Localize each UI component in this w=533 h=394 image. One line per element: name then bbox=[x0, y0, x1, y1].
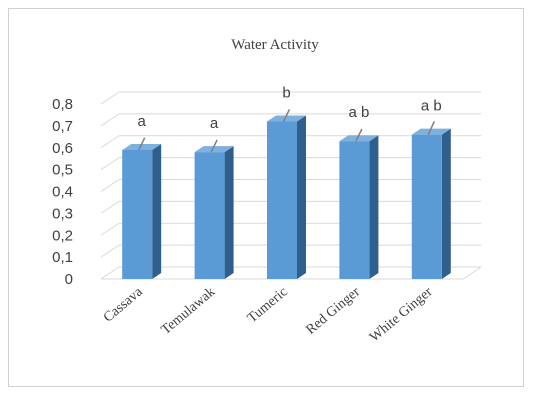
error-bar bbox=[138, 137, 146, 151]
significance-label: a bbox=[210, 115, 219, 132]
bar bbox=[267, 121, 297, 279]
bar-top bbox=[411, 128, 451, 135]
y-tick-label: 0,3 bbox=[52, 205, 73, 222]
gridline-depth bbox=[100, 135, 120, 149]
bar-top bbox=[339, 135, 379, 142]
bar-top bbox=[122, 143, 162, 150]
y-tick-label: 0 bbox=[65, 271, 73, 288]
significance-label: a bbox=[138, 113, 147, 130]
gridline-depth bbox=[100, 200, 120, 214]
bar-side bbox=[441, 128, 451, 279]
x-tick-label: Cassava bbox=[101, 284, 146, 325]
y-tick-label: 0,6 bbox=[52, 140, 73, 157]
bar bbox=[194, 152, 225, 279]
gridline-depth bbox=[100, 91, 120, 105]
error-bar bbox=[427, 121, 435, 135]
y-tick-label: 0,5 bbox=[52, 162, 73, 179]
labels: 0 0,1 0,2 0,3 0,4 0,5 0,6 0,7 0,8 a Cassava a Temula… bbox=[52, 85, 442, 346]
bar bbox=[339, 141, 370, 279]
significance-label: a b bbox=[348, 104, 369, 121]
x-tick-label: Red Ginger bbox=[304, 284, 364, 337]
significance-label: b bbox=[282, 85, 290, 102]
error-bar bbox=[210, 139, 218, 153]
bar-side bbox=[369, 135, 379, 279]
y-tick-label: 0,2 bbox=[52, 227, 73, 244]
bar-side bbox=[297, 115, 306, 279]
y-tick-label: 0,1 bbox=[52, 249, 73, 266]
bar-chart: Water Activity 0 0,1 0,2 0,3 0,4 0,5 0,6 0,7 0,8… bbox=[52, 37, 482, 346]
bar bbox=[411, 134, 442, 279]
chart-container: Water Activity 0 0,1 0,2 0,3 0,4 0,5 0,6 0,7 0,8… bbox=[8, 8, 524, 387]
y-tick-label: 0,4 bbox=[52, 184, 73, 201]
bar-top bbox=[267, 115, 306, 122]
chart-title: Water Activity bbox=[231, 37, 319, 53]
significance-label: a b bbox=[421, 98, 442, 115]
x-tick-label: Tumeric bbox=[245, 285, 291, 327]
bar-side bbox=[152, 143, 162, 279]
gridline-depth bbox=[100, 222, 120, 236]
bars bbox=[122, 108, 451, 279]
gridline-depth bbox=[100, 244, 120, 258]
gridline-depth bbox=[100, 113, 120, 127]
error-bar bbox=[355, 128, 363, 142]
gridline-depth bbox=[100, 157, 120, 171]
y-tick-label: 0,7 bbox=[52, 118, 73, 135]
y-tick-label: 0,8 bbox=[52, 96, 73, 113]
error-bar bbox=[282, 108, 291, 122]
bar-side bbox=[224, 146, 234, 279]
gridline-depth bbox=[100, 179, 120, 192]
gridline-depth bbox=[100, 266, 120, 280]
bar-top bbox=[194, 146, 234, 153]
floor-edge bbox=[462, 266, 482, 280]
x-tick-label: White Ginger bbox=[367, 284, 436, 345]
bar bbox=[122, 149, 153, 279]
x-tick-label: Temulawak bbox=[159, 285, 219, 338]
